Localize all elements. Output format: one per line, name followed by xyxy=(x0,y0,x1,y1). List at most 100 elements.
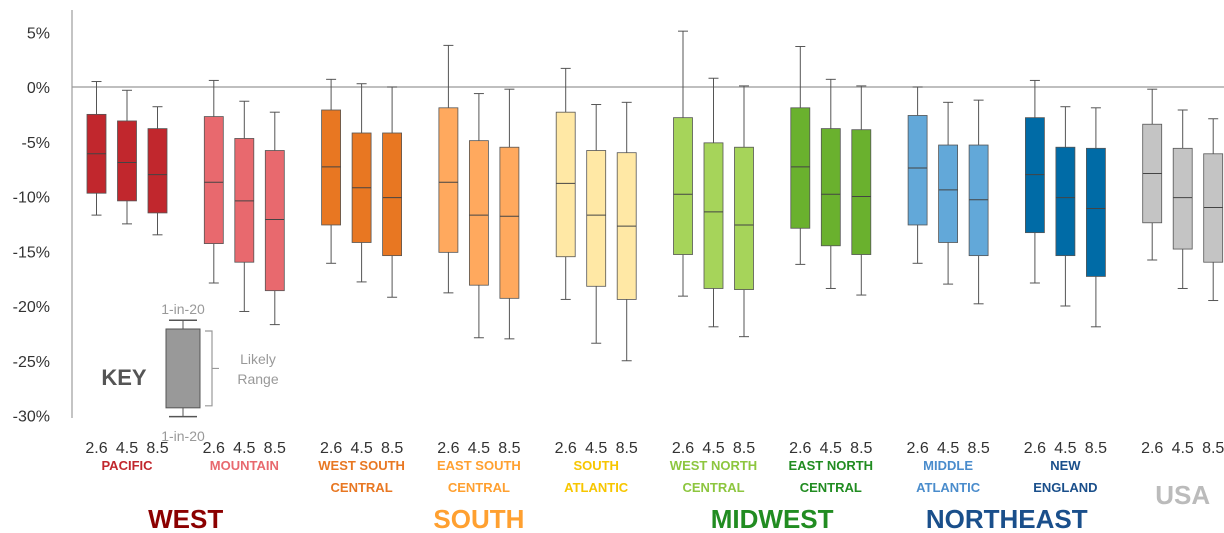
box-body xyxy=(555,111,576,258)
box-body xyxy=(790,107,811,229)
region-label: WEST SOUTH xyxy=(318,458,405,473)
scenario-label: 2.6 xyxy=(789,440,811,457)
scenario-label: 8.5 xyxy=(146,440,168,457)
scenario-label: 8.5 xyxy=(1202,440,1224,457)
box-body xyxy=(851,129,872,255)
box-east-north-central-4.5 xyxy=(820,78,841,289)
box-body xyxy=(1203,153,1224,263)
box-west-north-central-4.5 xyxy=(703,77,724,328)
box-body xyxy=(147,128,168,214)
box-usa-4.5 xyxy=(1172,109,1193,289)
scenario-label: 4.5 xyxy=(233,440,255,457)
box-west-north-central-8.5 xyxy=(734,85,754,338)
group-label: MIDWEST xyxy=(711,504,834,533)
y-tick-label: -20% xyxy=(13,299,50,316)
box-body xyxy=(321,109,342,226)
scenario-label: 8.5 xyxy=(967,440,989,457)
box-body xyxy=(117,120,137,202)
box-body xyxy=(703,142,724,289)
box-south-atlantic-8.5 xyxy=(616,101,637,362)
box-east-north-central-8.5 xyxy=(851,85,872,296)
box-south-atlantic-4.5 xyxy=(586,104,607,344)
y-tick-label: -10% xyxy=(13,190,50,207)
scenario-label: 4.5 xyxy=(937,440,959,457)
box-new-england-2.6 xyxy=(1025,79,1045,284)
scenario-label: 4.5 xyxy=(468,440,490,457)
box-body xyxy=(586,150,607,287)
key-box xyxy=(165,328,201,409)
box-west-south-central-4.5 xyxy=(351,83,372,283)
box-body xyxy=(203,116,224,244)
y-tick-label: 5% xyxy=(27,25,50,42)
scenario-labels: 2.6 4.5 8.5 xyxy=(555,440,638,457)
scenario-label: 8.5 xyxy=(850,440,872,457)
box-east-south-central-8.5 xyxy=(499,88,520,340)
region-label: WEST NORTH xyxy=(670,458,757,473)
region-label: USA xyxy=(1155,480,1210,510)
group-label: WEST xyxy=(148,504,223,533)
box-body xyxy=(1055,146,1076,257)
y-tick-label: -15% xyxy=(13,244,50,261)
scenario-labels: 2.6 4.5 8.5 xyxy=(1024,440,1107,457)
scenario-label: 2.6 xyxy=(1141,440,1163,457)
key-range-bracket xyxy=(205,330,219,407)
scenario-label: 2.6 xyxy=(437,440,459,457)
region-label: EAST NORTH xyxy=(789,458,874,473)
scenario-labels: 2.6 4.5 8.5 xyxy=(906,440,989,457)
y-tick-label: -25% xyxy=(13,354,50,371)
scenario-label: 2.6 xyxy=(906,440,928,457)
box-east-north-central-2.6 xyxy=(790,45,811,265)
box-body xyxy=(1086,147,1106,277)
box-body xyxy=(1025,117,1045,234)
scenario-labels: 2.6 4.5 8.5 xyxy=(85,440,168,457)
scenario-label: 4.5 xyxy=(116,440,138,457)
box-mountain-8.5 xyxy=(264,111,285,326)
box-body xyxy=(968,144,989,257)
region-label: CENTRAL xyxy=(331,480,393,495)
box-body xyxy=(907,115,928,226)
region-label: CENTRAL xyxy=(682,480,744,495)
scenario-labels: 2.6 4.5 8.5 xyxy=(789,440,872,457)
box-body xyxy=(938,144,958,243)
scenario-label: 2.6 xyxy=(203,440,225,457)
scenario-label: 8.5 xyxy=(264,440,286,457)
box-east-south-central-2.6 xyxy=(438,44,459,294)
region-label: PACIFIC xyxy=(101,458,153,473)
box-mountain-4.5 xyxy=(234,100,255,312)
y-axis: 5% 0% -5% -10% -15% -20% -25% -30% xyxy=(13,10,1224,426)
box-body xyxy=(468,140,489,286)
box-middle-atlantic-2.6 xyxy=(907,86,928,264)
scenario-label: 4.5 xyxy=(585,440,607,457)
scenario-label: 2.6 xyxy=(85,440,107,457)
box-east-south-central-4.5 xyxy=(468,93,489,339)
box-pacific-2.6 xyxy=(86,81,107,216)
scenario-label: 2.6 xyxy=(672,440,694,457)
scenario-label: 4.5 xyxy=(350,440,372,457)
box-body xyxy=(438,107,459,253)
scenario-labels: 2.6 4.5 8.5 xyxy=(672,440,755,457)
key-title: KEY xyxy=(101,365,147,390)
scenario-label: 2.6 xyxy=(320,440,342,457)
region-label: ATLANTIC xyxy=(916,480,981,495)
scenario-label: 2.6 xyxy=(555,440,577,457)
box-body xyxy=(499,146,520,299)
key-bottom-label: 1-in-20 xyxy=(161,428,205,444)
y-tick-label: 0% xyxy=(27,80,50,97)
scenario-label: 8.5 xyxy=(616,440,638,457)
box-new-england-4.5 xyxy=(1055,106,1076,307)
scenario-label: 4.5 xyxy=(1054,440,1076,457)
box-pacific-8.5 xyxy=(147,106,168,236)
y-tick-label: -5% xyxy=(22,135,50,152)
box-body xyxy=(264,150,285,292)
scenario-label: 4.5 xyxy=(1172,440,1194,457)
box-mountain-2.6 xyxy=(203,79,224,284)
group-label: SOUTH xyxy=(433,504,524,533)
scenario-label: 4.5 xyxy=(820,440,842,457)
key-range-line2: Range xyxy=(237,371,278,387)
box-body xyxy=(820,128,841,247)
box-usa-8.5 xyxy=(1203,118,1224,302)
scenario-label: 8.5 xyxy=(1085,440,1107,457)
box-west-south-central-8.5 xyxy=(382,86,403,298)
region-label: EAST SOUTH xyxy=(437,458,521,473)
